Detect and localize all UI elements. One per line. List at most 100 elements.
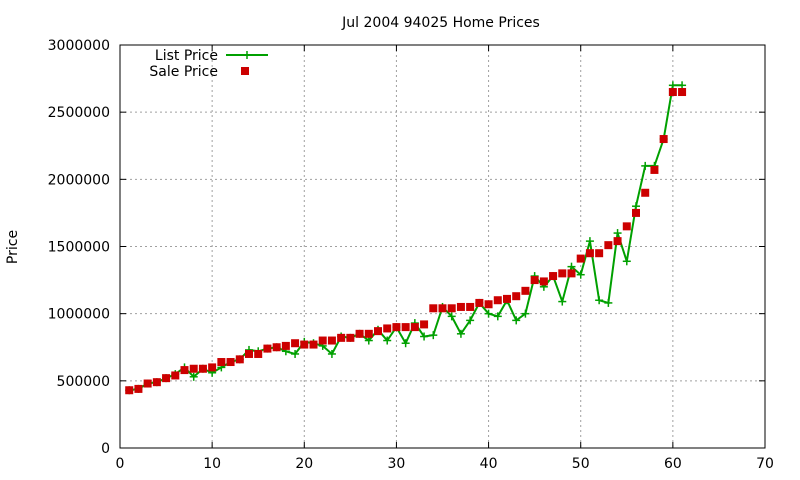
data-point-sale-price: [281, 341, 290, 350]
data-point-sale-price: [364, 329, 373, 338]
x-tick-label: 60: [664, 456, 682, 472]
data-point-list-price: [466, 316, 475, 325]
legend-square-marker: [241, 67, 249, 75]
data-point-sale-price: [567, 269, 576, 278]
data-point-sale-price: [420, 320, 429, 329]
x-tick-label: 50: [572, 456, 590, 472]
data-point-list-price: [632, 202, 640, 211]
data-point-sale-price: [447, 304, 456, 313]
data-point-list-price: [604, 298, 613, 307]
data-point-sale-price: [392, 323, 401, 332]
data-point-sale-price: [484, 300, 493, 309]
data-point-list-price: [558, 297, 567, 306]
data-point-sale-price: [245, 349, 253, 358]
legend-plus-marker: [243, 51, 251, 59]
data-point-sale-price: [226, 358, 235, 367]
data-point-sale-price: [374, 327, 382, 336]
data-point-sale-price: [668, 88, 677, 97]
data-point-list-price: [364, 336, 373, 345]
data-point-list-price: [291, 349, 300, 358]
data-point-sale-price: [558, 269, 567, 278]
data-point-sale-price: [438, 304, 447, 313]
data-point-sale-price: [291, 339, 300, 348]
data-point-sale-price: [125, 386, 134, 395]
data-point-sale-price: [410, 323, 419, 332]
y-tick-label: 500000: [57, 374, 110, 390]
data-point-list-price: [484, 309, 493, 318]
data-point-sale-price: [235, 355, 244, 364]
data-point-sale-price: [456, 302, 465, 311]
grid: [120, 45, 765, 448]
data-point-list-price: [383, 336, 392, 345]
y-tick-label: 3000000: [48, 38, 110, 54]
data-point-sale-price: [475, 298, 484, 307]
data-point-sale-price: [503, 294, 511, 303]
data-point-sale-price: [521, 286, 530, 295]
data-point-sale-price: [650, 165, 659, 174]
data-point-list-price: [521, 309, 530, 318]
data-point-sale-price: [383, 324, 392, 333]
legend: List Price Sale Price: [149, 48, 268, 80]
y-tick-label: 0: [101, 441, 110, 457]
x-tick-label: 20: [295, 456, 313, 472]
data-point-list-price: [512, 316, 521, 325]
legend-mark-list-price: [226, 51, 268, 59]
data-point-list-price: [585, 237, 594, 246]
data-point-sale-price: [162, 374, 171, 383]
data-point-sale-price: [355, 329, 364, 338]
data-point-sale-price: [613, 237, 622, 246]
data-point-sale-price: [327, 336, 336, 345]
data-point-sale-price: [346, 333, 355, 342]
data-point-sale-price: [576, 254, 585, 263]
x-tick-label: 0: [116, 456, 125, 472]
data-point-list-price: [576, 270, 585, 279]
data-point-sale-price: [549, 272, 558, 281]
data-point-sale-price: [272, 343, 281, 352]
y-tick-label: 1500000: [48, 240, 110, 256]
data-point-sale-price: [254, 349, 263, 358]
data-point-sale-price: [189, 364, 198, 373]
data-point-list-price: [493, 312, 502, 321]
legend-label-list-price: List Price: [155, 48, 218, 64]
data-point-sale-price: [134, 384, 143, 393]
data-point-sale-price: [171, 371, 180, 380]
data-point-sale-price: [217, 358, 226, 367]
data-point-list-price: [622, 257, 631, 266]
plot-frame: [119, 44, 766, 449]
y-tick-label: 2500000: [48, 105, 110, 121]
data-point-sale-price: [318, 336, 327, 345]
legend-mark-sale-price: [241, 67, 249, 75]
data-point-sale-price: [512, 292, 521, 301]
y-tick-label: 2000000: [48, 172, 110, 188]
data-point-sale-price: [401, 323, 410, 332]
data-point-sale-price: [263, 344, 272, 353]
data-point-list-price: [420, 332, 429, 341]
data-point-list-price: [613, 229, 622, 238]
data-point-sale-price: [641, 188, 650, 197]
data-point-sale-price: [659, 135, 668, 144]
data-point-sale-price: [604, 241, 613, 250]
data-point-sale-price: [208, 363, 217, 372]
data-point-sale-price: [152, 378, 161, 387]
data-point-list-price: [327, 349, 336, 358]
series: [125, 81, 687, 395]
data-point-list-price: [456, 329, 465, 338]
data-point-sale-price: [180, 366, 189, 375]
x-tick-label: 10: [203, 456, 221, 472]
x-tick-label: 40: [480, 456, 498, 472]
data-point-list-price: [668, 81, 677, 90]
data-point-list-price: [678, 81, 687, 90]
data-point-list-price: [189, 372, 198, 381]
data-point-sale-price: [622, 222, 631, 231]
y-axis-label: Price: [5, 230, 21, 264]
data-point-sale-price: [198, 364, 207, 373]
data-point-list-price: [567, 262, 576, 271]
data-point-list-price: [595, 296, 604, 305]
data-point-list-price: [401, 339, 410, 348]
data-point-list-price: [447, 312, 456, 321]
data-point-sale-price: [530, 276, 539, 285]
x-tick-label: 30: [388, 456, 406, 472]
data-point-sale-price: [466, 302, 475, 311]
data-point-sale-price: [585, 249, 594, 258]
